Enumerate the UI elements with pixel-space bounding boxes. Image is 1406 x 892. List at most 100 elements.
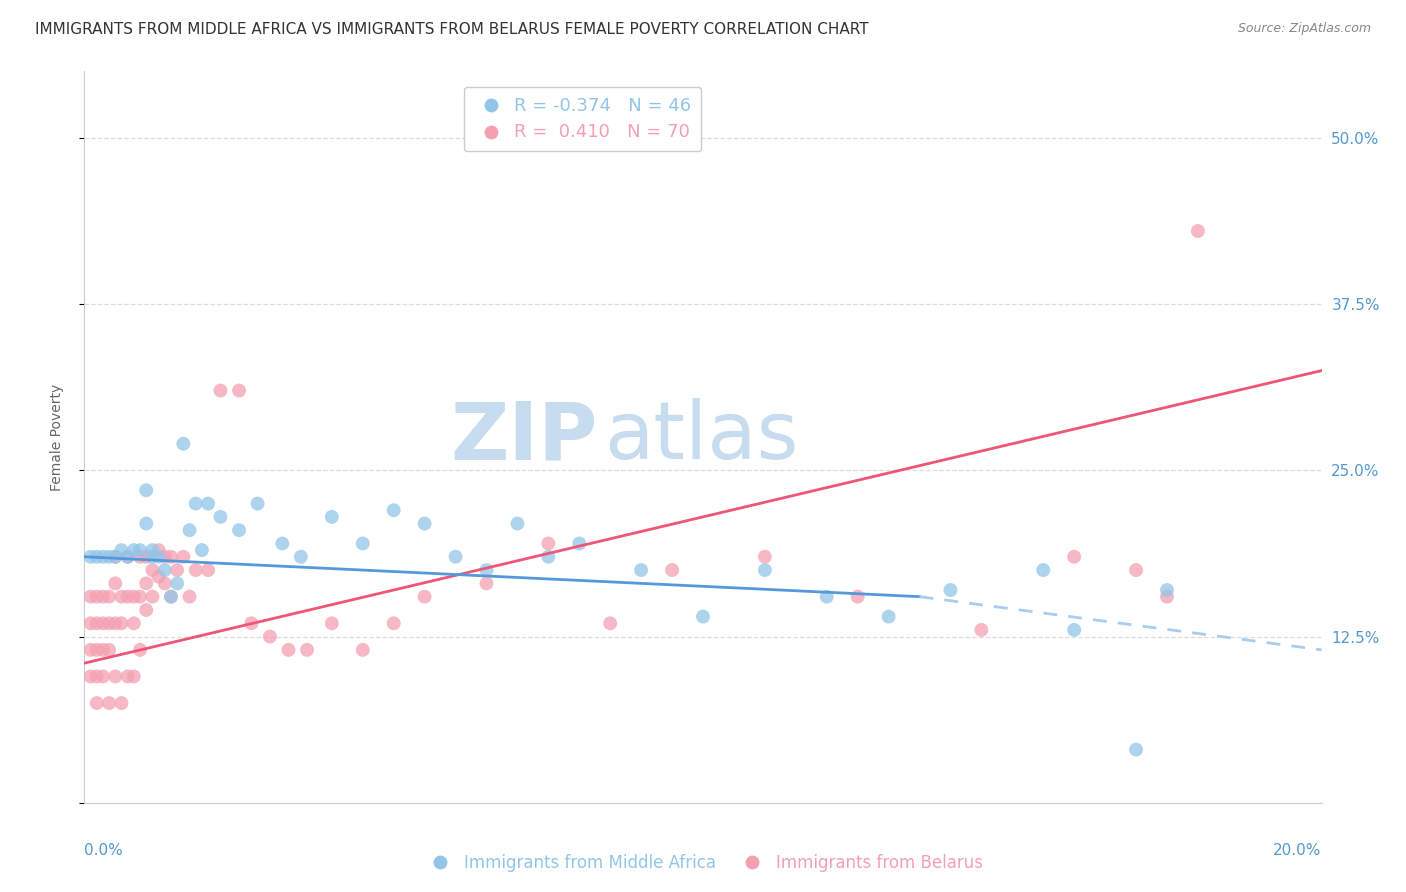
Point: [382, 503, 405, 517]
Text: atlas: atlas: [605, 398, 799, 476]
Point: [506, 516, 529, 531]
Point: [79, 549, 101, 564]
Point: [191, 543, 214, 558]
Point: [110, 543, 132, 558]
Point: [179, 590, 201, 604]
Point: [153, 563, 176, 577]
Point: [117, 590, 139, 604]
Point: [98, 643, 121, 657]
Point: [91, 643, 114, 657]
Point: [117, 549, 139, 564]
Point: [1032, 563, 1054, 577]
Text: ZIP: ZIP: [450, 398, 598, 476]
Point: [1063, 623, 1085, 637]
Point: [209, 384, 232, 398]
Point: [86, 669, 108, 683]
Point: [79, 643, 101, 657]
Point: [141, 590, 163, 604]
Point: [475, 576, 498, 591]
Point: [246, 497, 269, 511]
Point: [259, 630, 281, 644]
Point: [172, 549, 194, 564]
Point: [939, 582, 962, 597]
Point: [91, 616, 114, 631]
Point: [290, 549, 312, 564]
Point: [240, 616, 263, 631]
Point: [160, 590, 183, 604]
Point: [475, 563, 498, 577]
Point: [228, 384, 250, 398]
Point: [86, 643, 108, 657]
Point: [98, 696, 121, 710]
Point: [352, 536, 374, 550]
Point: [630, 563, 652, 577]
Point: [129, 643, 152, 657]
Point: [754, 563, 776, 577]
Point: [104, 576, 127, 591]
Point: [382, 616, 405, 631]
Point: [91, 590, 114, 604]
Text: IMMIGRANTS FROM MIDDLE AFRICA VS IMMIGRANTS FROM BELARUS FEMALE POVERTY CORRELAT: IMMIGRANTS FROM MIDDLE AFRICA VS IMMIGRA…: [35, 22, 869, 37]
Legend: Immigrants from Middle Africa, Immigrants from Belarus: Immigrants from Middle Africa, Immigrant…: [416, 847, 990, 879]
Point: [153, 576, 176, 591]
Point: [537, 549, 560, 564]
Point: [135, 549, 157, 564]
Point: [413, 590, 436, 604]
Point: [148, 570, 170, 584]
Point: [179, 523, 201, 537]
Point: [86, 549, 108, 564]
Point: [104, 669, 127, 683]
Point: [1156, 590, 1178, 604]
Point: [122, 616, 145, 631]
Y-axis label: Female Poverty: Female Poverty: [49, 384, 63, 491]
Text: 0.0%: 0.0%: [84, 843, 124, 858]
Point: [444, 549, 467, 564]
Point: [148, 549, 170, 564]
Point: [1125, 742, 1147, 756]
Point: [599, 616, 621, 631]
Point: [172, 436, 194, 450]
Point: [122, 669, 145, 683]
Point: [197, 497, 219, 511]
Point: [79, 669, 101, 683]
Point: [1063, 549, 1085, 564]
Point: [104, 616, 127, 631]
Point: [148, 543, 170, 558]
Point: [160, 549, 183, 564]
Point: [141, 543, 163, 558]
Point: [413, 516, 436, 531]
Point: [129, 543, 152, 558]
Point: [129, 549, 152, 564]
Point: [184, 563, 207, 577]
Point: [86, 696, 108, 710]
Point: [166, 563, 188, 577]
Point: [86, 616, 108, 631]
Point: [166, 576, 188, 591]
Point: [160, 590, 183, 604]
Text: 20.0%: 20.0%: [1274, 843, 1322, 858]
Point: [877, 609, 900, 624]
Point: [846, 590, 869, 604]
Point: [98, 549, 121, 564]
Point: [141, 563, 163, 577]
Point: [321, 616, 343, 631]
Point: [754, 549, 776, 564]
Point: [692, 609, 714, 624]
Point: [295, 643, 318, 657]
Point: [184, 497, 207, 511]
Point: [815, 590, 838, 604]
Point: [271, 536, 294, 550]
Point: [110, 616, 132, 631]
Point: [110, 590, 132, 604]
Point: [661, 563, 683, 577]
Point: [970, 623, 993, 637]
Point: [568, 536, 591, 550]
Point: [117, 549, 139, 564]
Point: [122, 590, 145, 604]
Point: [91, 669, 114, 683]
Point: [1156, 582, 1178, 597]
Point: [91, 549, 114, 564]
Point: [129, 590, 152, 604]
Point: [537, 536, 560, 550]
Point: [135, 603, 157, 617]
